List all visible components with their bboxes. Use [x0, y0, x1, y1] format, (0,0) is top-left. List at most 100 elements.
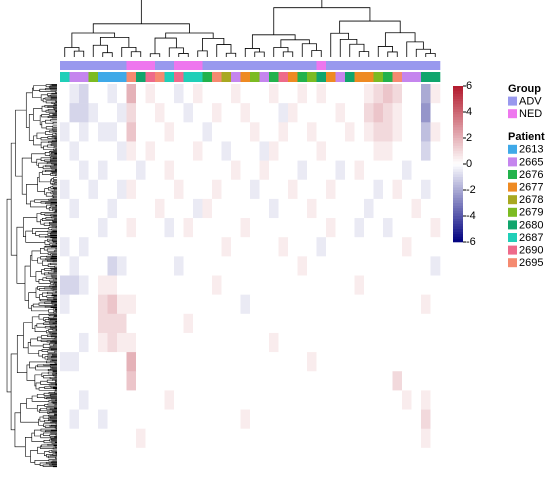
heatmap-cell — [278, 198, 289, 219]
dendrogram — [49, 151, 52, 154]
dendrogram — [47, 353, 57, 356]
heatmap-cell — [79, 409, 89, 429]
heatmap-cell — [88, 294, 99, 315]
heatmap-cell — [288, 103, 298, 123]
heatmap-cell — [402, 409, 412, 429]
dendrogram — [53, 298, 57, 300]
heatmap-cell — [269, 256, 279, 276]
heatmap-cell — [240, 313, 251, 334]
dendrogram — [49, 87, 57, 90]
heatmap-cell — [221, 352, 232, 372]
heatmap-cell — [392, 84, 403, 104]
legend-title: Group — [508, 83, 541, 95]
heatmap-cell — [240, 141, 251, 161]
heatmap-cell — [345, 122, 355, 142]
heatmap-cell — [411, 122, 422, 142]
heatmap-cell — [354, 371, 365, 391]
heatmap-cell — [259, 447, 270, 468]
heatmap-cell — [354, 256, 365, 276]
heatmap-cell — [231, 352, 241, 372]
heatmap-cell — [136, 218, 146, 238]
heatmap-cell — [98, 103, 108, 123]
group-annotation — [411, 61, 422, 70]
heatmap-cell — [221, 447, 232, 468]
heatmap-cell — [88, 371, 99, 391]
dendrogram — [377, 46, 393, 57]
patient-annotation — [117, 72, 127, 82]
heatmap-cell — [107, 84, 118, 104]
dendrogram — [216, 44, 232, 57]
colorbar-segment — [453, 218, 463, 222]
dendrogram — [55, 291, 57, 293]
heatmap-cell — [60, 447, 70, 468]
dendrogram — [244, 48, 260, 57]
dendrogram — [49, 360, 57, 362]
heatmap-cell — [164, 332, 175, 353]
dendrogram — [52, 121, 57, 125]
heatmap-cell — [326, 160, 336, 181]
dendrogram — [44, 451, 50, 456]
heatmap-cell — [88, 447, 99, 468]
heatmap-cell — [345, 218, 355, 238]
heatmap-cell — [278, 237, 289, 257]
heatmap-cell — [269, 313, 279, 334]
heatmap-cell — [383, 198, 393, 219]
heatmap-cell — [231, 237, 241, 257]
heatmap-cell — [402, 237, 412, 257]
colorbar-tick-label: -2 — [466, 184, 476, 196]
dendrogram — [52, 114, 57, 116]
colorbar-segment — [453, 101, 463, 105]
heatmap-cell — [145, 84, 156, 104]
heatmap-cell — [373, 237, 384, 257]
heatmap-cell — [117, 160, 127, 181]
colorbar-tick-label: 0 — [466, 158, 472, 170]
heatmap-cell — [126, 218, 137, 238]
heatmap-cell — [326, 428, 336, 449]
heatmap-cell — [174, 390, 184, 410]
heatmap-cell — [259, 313, 270, 334]
dendrogram — [25, 437, 32, 457]
dendrogram — [51, 356, 57, 358]
heatmap-cell — [269, 141, 279, 161]
dendrogram — [32, 228, 49, 234]
heatmap-cell — [364, 198, 374, 219]
dendrogram — [41, 349, 52, 352]
heatmap-cell — [250, 218, 260, 238]
heatmap-cell — [392, 390, 403, 410]
dendrogram — [46, 454, 53, 458]
dendrogram — [55, 111, 57, 113]
heatmap-cell — [145, 256, 156, 276]
heatmap-cell — [60, 218, 70, 238]
dendrogram — [33, 135, 42, 146]
heatmap-cell — [60, 179, 70, 200]
group-annotation — [269, 61, 279, 70]
heatmap-cell — [383, 313, 393, 334]
heatmap-cell — [212, 275, 222, 295]
dendrogram — [55, 148, 57, 150]
heatmap-cell — [88, 409, 99, 429]
heatmap-cell — [383, 256, 393, 276]
dendrogram — [45, 109, 56, 113]
colorbar-segment — [453, 187, 463, 191]
dendrogram — [53, 104, 57, 106]
heatmap-cell — [136, 237, 146, 257]
dendrogram — [50, 160, 57, 162]
heatmap-cell — [164, 198, 175, 219]
heatmap-cell — [221, 160, 232, 181]
dendrogram — [29, 361, 47, 369]
heatmap-cell — [60, 198, 70, 219]
heatmap-cell — [231, 103, 241, 123]
dendrogram — [52, 370, 57, 372]
dendrogram — [48, 140, 53, 144]
dendrogram — [52, 279, 57, 281]
dendrogram — [55, 433, 57, 436]
heatmap-cell — [221, 237, 232, 257]
heatmap-cell — [259, 122, 270, 142]
heatmap-cell — [392, 122, 403, 142]
heatmap-cell — [136, 313, 146, 334]
heatmap-cell — [278, 103, 289, 123]
dendrogram — [55, 101, 57, 103]
heatmap-cell — [164, 141, 175, 161]
heatmap-cell — [402, 352, 412, 372]
colorbar-segment — [453, 184, 463, 188]
